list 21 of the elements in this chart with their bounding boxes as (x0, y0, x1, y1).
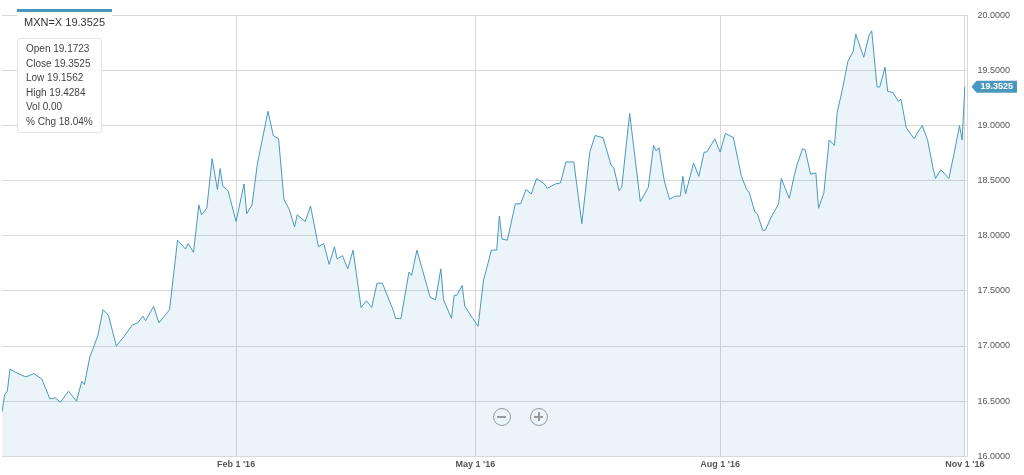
y-tick-label: 19.0000 (977, 120, 1011, 131)
x-tick-label: Feb 1 '16 (216, 459, 256, 470)
annotation: High 19.4284 (26, 85, 87, 100)
y-tick-label: 18.0000 (977, 230, 1011, 241)
annotation: Close 19.3525 (26, 56, 92, 71)
annotation: Vol 0.00 (26, 100, 64, 114)
y-tick-label: 16.5000 (977, 395, 1011, 406)
y-tick-label: 17.0000 (977, 340, 1011, 351)
annotation: 19.3525 (980, 81, 1014, 92)
y-tick-label: 17.5000 (977, 285, 1011, 296)
x-tick-label: Nov 1 '16 (945, 459, 985, 470)
x-tick-label: Aug 1 '16 (700, 459, 740, 470)
y-tick-label: 18.5000 (977, 175, 1011, 186)
annotation: MXN=X 19.3525 (24, 16, 106, 28)
y-tick-label: 16.0000 (977, 450, 1011, 461)
x-tick-label: May 1 '16 (455, 459, 496, 470)
annotation: % Chg 18.04% (26, 114, 93, 129)
annotation: Open 19.1723 (26, 42, 91, 56)
annotation: Low 19.1562 (26, 71, 85, 85)
y-tick-label: 19.5000 (977, 64, 1011, 75)
y-tick-label: 20.0000 (977, 9, 1011, 20)
